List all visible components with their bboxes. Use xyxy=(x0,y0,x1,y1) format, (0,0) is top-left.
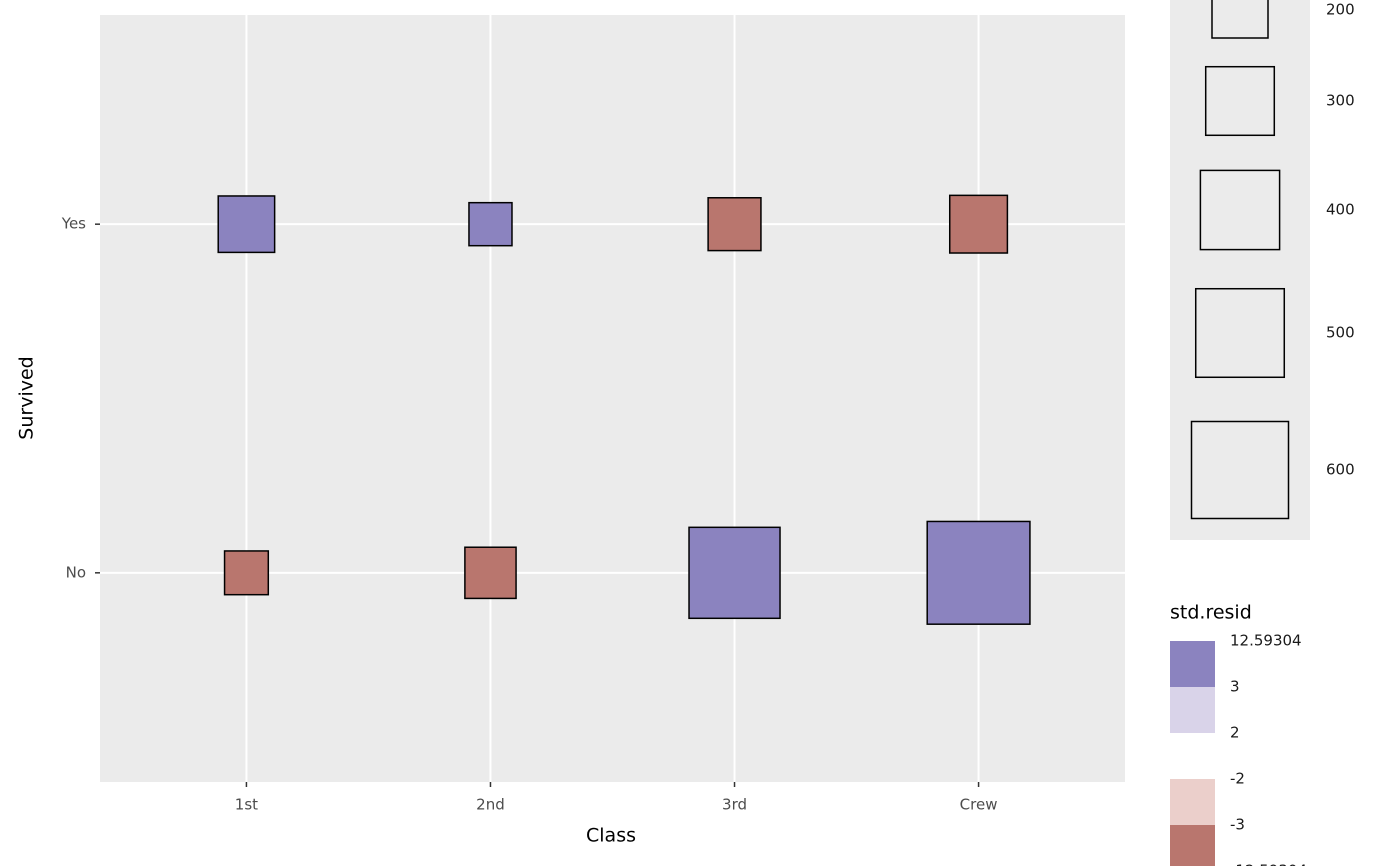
color-legend-key xyxy=(1170,641,1215,687)
size-legend-key xyxy=(1199,169,1281,251)
size-legend-label: 500 xyxy=(1326,324,1355,342)
color-legend-label: 3 xyxy=(1230,678,1240,696)
size-legend-label: 600 xyxy=(1326,461,1355,479)
tile xyxy=(707,197,762,252)
panel xyxy=(100,15,1125,782)
color-legend-label: -12.59304 xyxy=(1230,862,1307,866)
x-tick-label: 1st xyxy=(235,796,258,814)
color-legend-key xyxy=(1170,733,1215,779)
tile xyxy=(468,201,513,247)
color-legend-title: std.resid xyxy=(1170,602,1252,624)
y-tick-label: Yes xyxy=(61,215,86,233)
size-legend-key xyxy=(1211,0,1269,39)
x-tick-label: 3rd xyxy=(722,796,747,814)
color-legend-key xyxy=(1170,687,1215,733)
color-legend-key xyxy=(1170,779,1215,825)
size-legend-key xyxy=(1194,287,1286,379)
y-axis-title: Survived xyxy=(16,356,38,439)
x-tick-label: Crew xyxy=(960,796,998,814)
tile xyxy=(217,195,276,254)
x-axis-title: Class xyxy=(586,825,636,847)
color-legend-label: -2 xyxy=(1230,770,1245,788)
tile xyxy=(926,520,1031,625)
tile xyxy=(464,546,517,600)
size-legend-key xyxy=(1190,420,1290,520)
x-tick-label: 2nd xyxy=(476,796,505,814)
size-legend-key xyxy=(1204,65,1276,137)
color-legend-label: 12.59304 xyxy=(1230,632,1302,650)
color-legend-label: -3 xyxy=(1230,816,1245,834)
size-legend-label: 300 xyxy=(1326,92,1355,110)
color-legend-label: 2 xyxy=(1230,724,1240,742)
size-legend-bg xyxy=(1170,0,1310,540)
tile xyxy=(948,194,1009,254)
tile xyxy=(223,550,270,596)
y-tick-label: No xyxy=(66,563,86,581)
size-legend-label: 200 xyxy=(1326,1,1355,19)
size-legend-label: 400 xyxy=(1326,201,1355,219)
tile xyxy=(688,526,781,620)
color-legend-key xyxy=(1170,825,1215,866)
